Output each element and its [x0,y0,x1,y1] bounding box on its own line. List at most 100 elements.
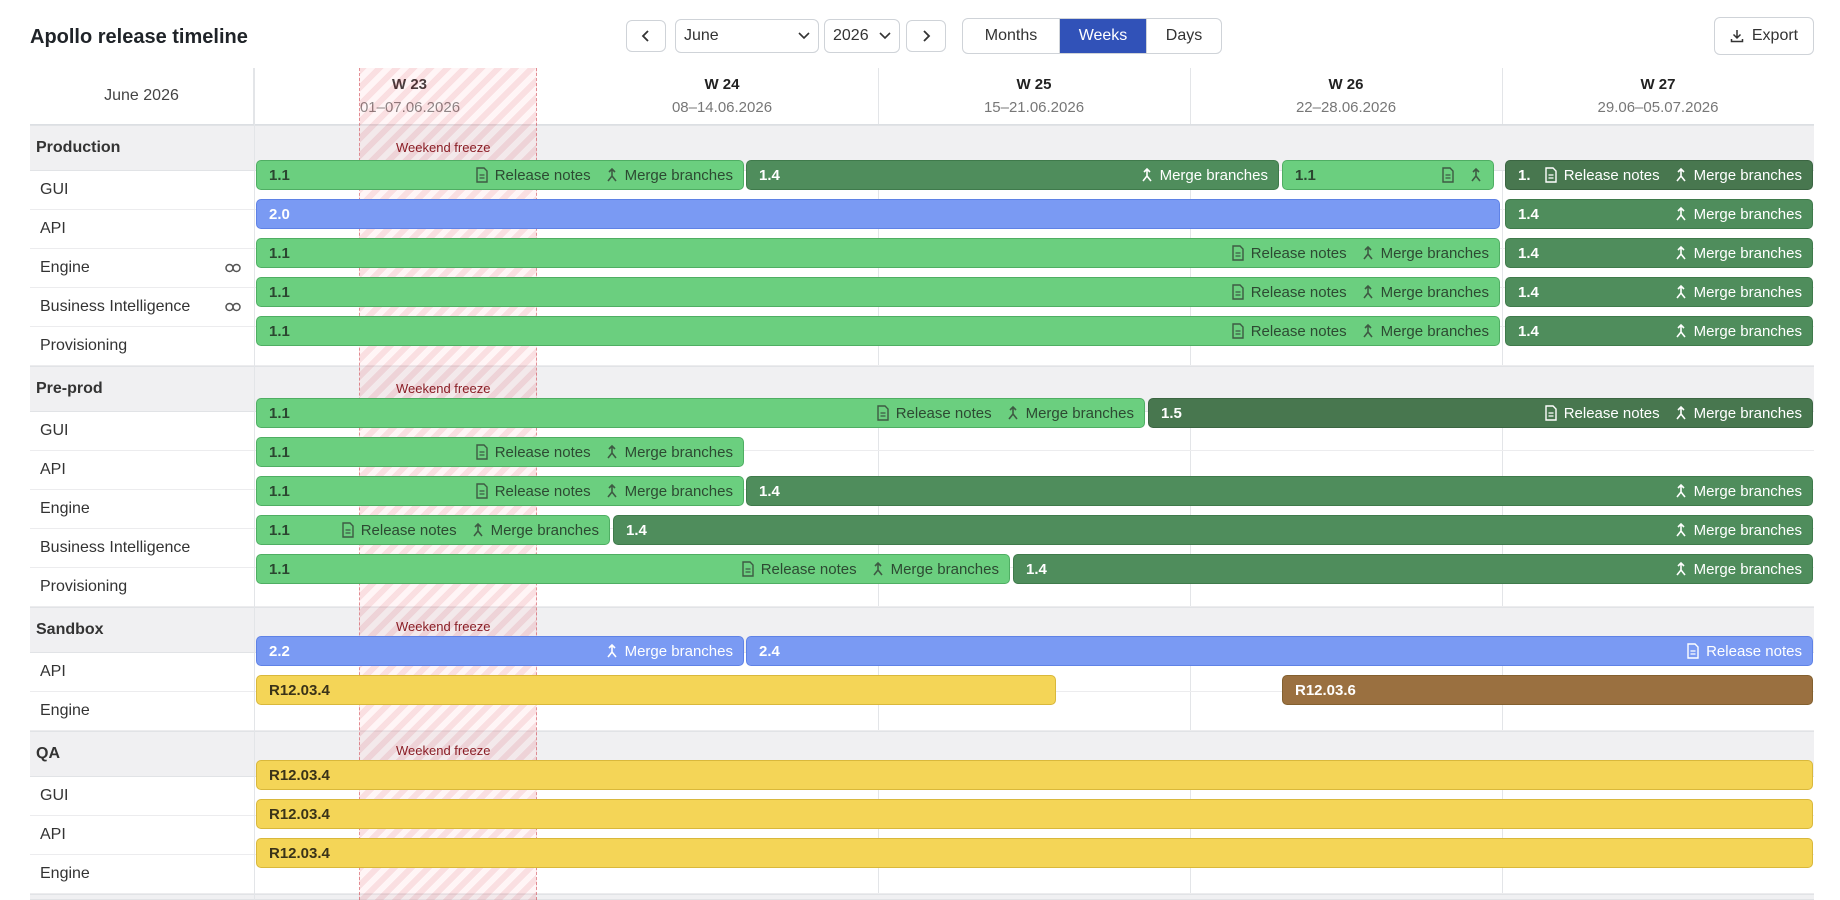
row-label: Business Intelligence [40,298,191,315]
release-notes-action[interactable]: Release notes [1231,245,1347,262]
merge-branches-action[interactable]: Merge branches [871,561,999,578]
release-bar[interactable]: 1.5 Release notes Merge branches [1148,398,1813,428]
row-label: Engine [40,259,90,276]
prev-period-button[interactable] [626,20,666,52]
merge-branches-label: Merge branches [1693,205,1802,223]
release-bar[interactable]: 2.2 Merge branches [256,636,744,666]
release-bar[interactable]: R12.03.4 [256,799,1813,829]
release-notes-action[interactable]: Release notes [1544,405,1660,422]
release-bar[interactable]: 1.1 Release notes Merge branches [256,437,744,467]
merge-branches-action[interactable]: Merge branches [1674,405,1802,422]
release-bar[interactable]: R12.03.4 [256,675,1056,705]
row-label: API [40,461,66,478]
release-bar[interactable]: 2.0 [256,199,1500,229]
release-notes-action[interactable]: Release notes [475,444,591,461]
merge-branches-action[interactable]: Merge branches [1674,206,1802,223]
merge-branches-action[interactable]: Merge branches [1674,167,1802,184]
release-notes-action[interactable]: Release notes [475,483,591,500]
month-header: June 2026 [30,68,254,124]
row-label: Engine [40,865,90,882]
merge-icon [1362,284,1373,299]
release-bar[interactable]: 1. Release notes Merge branches [1505,160,1813,190]
link-icon[interactable] [225,249,241,287]
toolbar: Apollo release timeline June 2026 Months… [0,0,1840,68]
view-months-button[interactable]: Months [963,19,1060,53]
merge-branches-action[interactable]: Merge branches [605,643,733,660]
year-select[interactable]: 2026 [824,19,900,53]
month-select[interactable]: June [675,19,819,53]
next-period-button[interactable] [906,20,946,52]
merge-branches-action[interactable]: Merge branches [605,167,733,184]
release-bar[interactable]: R12.03.4 [256,760,1813,790]
release-bar[interactable]: 1.1 Release notes Merge branches [256,398,1145,428]
release-bar[interactable]: 1.4 Merge branches [1013,554,1813,584]
week-label: W 24 [704,76,740,93]
merge-branches-action[interactable]: Merge branches [1361,284,1489,301]
week-header-w23: W 23 01–07.06.2026 [254,68,566,124]
release-bar[interactable]: 1.1 Release notes Merge branches [256,277,1500,307]
merge-branches-action[interactable]: Merge branches [471,522,599,539]
release-notes-action[interactable]: Release notes [475,167,591,184]
release-bar[interactable]: 1.4 Merge branches [613,515,1813,545]
merge-branches-action[interactable]: Merge branches [1674,483,1802,500]
document-icon [475,483,488,499]
release-notes-action[interactable]: Release notes [341,522,457,539]
release-notes-label: Release notes [494,443,591,461]
release-bar[interactable]: 1.4 Merge branches [1505,238,1813,268]
release-notes-action[interactable]: Release notes [1231,323,1347,340]
release-notes-action[interactable] [1441,167,1455,183]
release-notes-label: Release notes [360,521,457,539]
release-bar[interactable]: 1.4 Merge branches [1505,316,1813,346]
merge-branches-action[interactable]: Merge branches [1674,323,1802,340]
release-bar[interactable]: 1.4 Merge branches [1505,199,1813,229]
week-range: 01–07.06.2026 [359,99,461,116]
export-button[interactable]: Export [1714,17,1814,55]
release-notes-action[interactable]: Release notes [1686,643,1802,660]
release-bar[interactable]: 1.1 Release notes Merge branches [256,515,610,545]
row-label: Business Intelligence [40,539,191,556]
release-bar[interactable]: 1.4 Merge branches [746,476,1813,506]
release-bar[interactable]: R12.03.6 [1282,675,1813,705]
merge-branches-action[interactable]: Merge branches [1674,522,1802,539]
group-label: Pre-prod [36,380,103,397]
merge-branches-action[interactable]: Merge branches [605,444,733,461]
view-weeks-button[interactable]: Weeks [1060,19,1147,53]
weekend-freeze-label: Weekend freeze [396,743,491,758]
week-label: W 23 [392,76,428,93]
release-bar[interactable]: 1.1 Release notes Merge branches [256,476,744,506]
release-bar[interactable]: 1.1 Release notes Merge branches [256,554,1010,584]
release-notes-action[interactable]: Release notes [1544,167,1660,184]
page-title: Apollo release timeline [30,26,248,48]
merge-branches-action[interactable]: Merge branches [1006,405,1134,422]
release-bar[interactable]: 1.4 Merge branches [1505,277,1813,307]
row-label: API [40,220,66,237]
release-notes-action[interactable]: Release notes [741,561,857,578]
view-days-button[interactable]: Days [1165,27,1203,44]
merge-branches-action[interactable]: Merge branches [1674,561,1802,578]
merge-branches-action[interactable]: Merge branches [1674,245,1802,262]
merge-branches-action[interactable]: Merge branches [1140,167,1268,184]
bar-actions: Release notes Merge branches [475,438,733,466]
merge-branches-action[interactable] [1469,167,1483,183]
document-icon [475,167,488,183]
release-bar[interactable]: 1.1 Release notes Merge branches [256,238,1500,268]
release-bar[interactable]: R12.03.4 [256,838,1813,868]
group-label: Production [36,139,121,156]
release-bar[interactable]: 1.1 Release notes Merge branches [256,160,744,190]
release-bar[interactable]: 1.1 Release notes Merge branches [256,316,1500,346]
bar-actions: Release notes Merge branches [741,555,999,583]
release-notes-action[interactable]: Release notes [1231,284,1347,301]
merge-branches-action[interactable]: Merge branches [1361,245,1489,262]
merge-branches-action[interactable]: Merge branches [605,483,733,500]
week-label: W 27 [1640,76,1676,93]
weekend-freeze-label: Weekend freeze [396,140,491,155]
merge-branches-label: Merge branches [1693,283,1802,301]
release-bar[interactable]: 1.4 Merge branches [746,160,1279,190]
link-icon[interactable] [225,288,241,326]
release-bar[interactable]: 2.4 Release notes [746,636,1813,666]
merge-branches-action[interactable]: Merge branches [1361,323,1489,340]
release-notes-action[interactable]: Release notes [876,405,992,422]
release-bar[interactable]: 1.1 [1282,160,1494,190]
bar-actions: Merge branches [1674,516,1802,544]
merge-branches-action[interactable]: Merge branches [1674,284,1802,301]
